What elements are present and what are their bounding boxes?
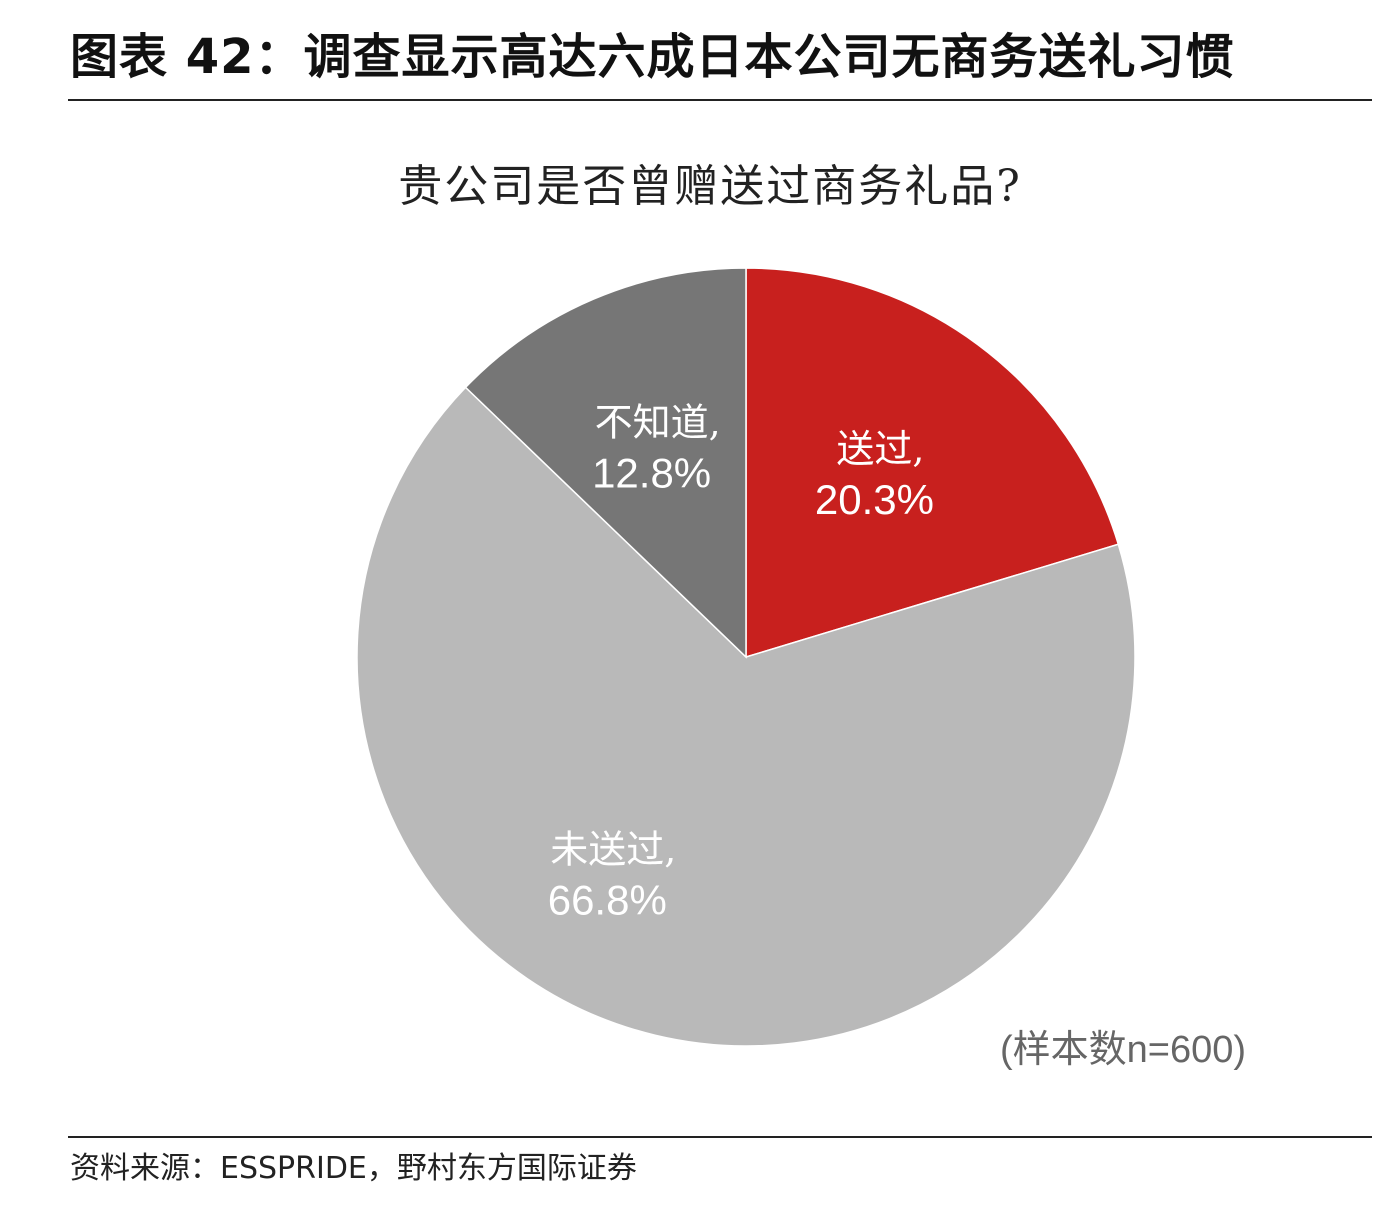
- slice-label-name-2: 不知道,: [595, 400, 721, 444]
- slice-label-name-1: 未送过,: [550, 827, 676, 871]
- bottom-divider: [68, 1136, 1372, 1138]
- top-divider: [68, 99, 1372, 101]
- chart-title: 贵公司是否曾赠送过商务礼品?: [398, 161, 1022, 212]
- figure-title: 图表 42：调查显示高达六成日本公司无商务送礼习惯: [70, 29, 1235, 85]
- slice-label-value-1: 66.8%: [548, 876, 667, 923]
- pie-slice-1: [356, 386, 1136, 1047]
- source-note: 资料来源：ESSPRIDE，野村东方国际证券: [70, 1151, 637, 1186]
- slice-label-value-2: 12.8%: [592, 449, 711, 496]
- pie-slice-2: [464, 267, 747, 659]
- pie-slice-0: [745, 267, 1120, 659]
- slice-label-value-0: 20.3%: [815, 476, 934, 523]
- sample-size-note: (样本数n=600): [1000, 1029, 1247, 1071]
- slice-label-name-0: 送过,: [836, 427, 924, 471]
